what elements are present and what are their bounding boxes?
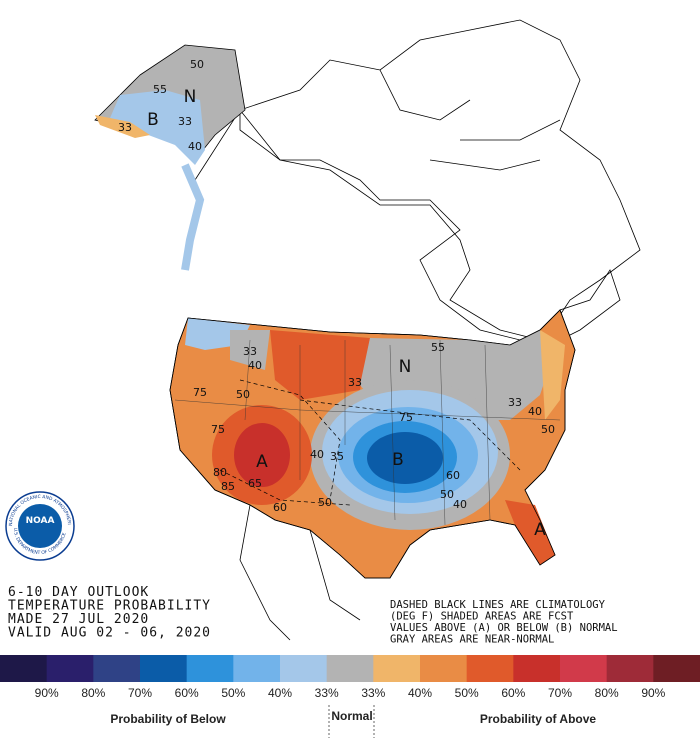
legend-label: 60% [175, 686, 199, 700]
contour-label: 55 [431, 341, 445, 354]
alaska-blue [110, 90, 205, 165]
legend-swatch [280, 655, 328, 682]
legend-label: 50% [221, 686, 245, 700]
legend-swatch [186, 655, 234, 682]
legend-normal-title: Normal [331, 709, 372, 723]
legend-swatch [653, 655, 700, 682]
legend-swatch [560, 655, 608, 682]
map [94, 19, 641, 641]
coast-blue [181, 163, 205, 271]
legend-swatch [420, 655, 468, 682]
legend-label: 90% [35, 686, 59, 700]
legend-swatch [513, 655, 561, 682]
legend-above-title: Probability of Above [480, 712, 597, 726]
legend-label: 50% [455, 686, 479, 700]
contour-label: 40 [248, 359, 262, 372]
legend-swatch [46, 655, 94, 682]
contour-label: 75 [193, 386, 207, 399]
contour-label: 40 [528, 405, 542, 418]
north-coast [239, 19, 641, 341]
legend-swatch [606, 655, 654, 682]
legend-swatch [93, 655, 141, 682]
state-lines [174, 339, 561, 526]
note-line: DASHED BLACK LINES ARE CLIMATOLOGY [390, 599, 606, 611]
contour-label: 40 [188, 140, 202, 153]
logo-name: NOAA [26, 516, 55, 526]
contour-label: 40 [453, 498, 467, 511]
legend-label: 70% [548, 686, 572, 700]
outlook-line: VALID AUG 02 - 06, 2020 [8, 626, 211, 641]
legend-label: 80% [595, 686, 619, 700]
contour-label: 33 [348, 376, 362, 389]
outlook-line: MADE 27 JUL 2020 [8, 612, 149, 627]
legend-swatch [140, 655, 188, 682]
contour-label: 60 [273, 501, 287, 514]
legend-swatch [233, 655, 281, 682]
contour-label: 35 [330, 450, 344, 463]
legend-swatch [0, 655, 48, 682]
contour-label: 50 [190, 58, 204, 71]
contour-label: 50 [236, 388, 250, 401]
note-line: VALUES ABOVE (A) OR BELOW (B) NORMAL [390, 622, 618, 634]
contour-label: 33 [508, 396, 522, 409]
contour-label: 50 [440, 488, 454, 501]
legend-label: 90% [641, 686, 665, 700]
note-line: GRAY AREAS ARE NEAR-NORMAL [390, 634, 554, 646]
red-70 [234, 423, 290, 487]
outlook-line: 6-10 DAY OUTLOOK [8, 585, 149, 600]
legend-label: 60% [501, 686, 525, 700]
region-letter: N [399, 357, 412, 377]
legend-swatch [466, 655, 514, 682]
contour-label: 75 [211, 423, 225, 436]
contour-label: 75 [399, 411, 413, 424]
east-orange [540, 330, 565, 420]
legend-label: 40% [408, 686, 432, 700]
contour-label: 33 [178, 115, 192, 128]
legend-label: 33% [315, 686, 339, 700]
florida-red [505, 500, 555, 565]
contour-label: 50 [541, 423, 555, 436]
legend-below-title: Probability of Below [110, 712, 226, 726]
outlook-line: TEMPERATURE PROBABILITY [8, 599, 211, 614]
legend: Probability of Below Normal Probability … [0, 655, 700, 738]
climatology-lines [219, 379, 521, 506]
contour-label: 85 [221, 480, 235, 493]
legend-swatch [373, 655, 421, 682]
note-line: (DEG F) SHADED AREAS ARE FCST [390, 611, 574, 623]
blue-60 [367, 432, 443, 484]
contour-label: 65 [248, 477, 262, 490]
region-letter: B [147, 110, 159, 130]
alaska-orange [95, 115, 150, 138]
contour-label: 80 [213, 466, 227, 479]
legend-label: 70% [128, 686, 152, 700]
canada-outline [194, 109, 621, 341]
contour-label: 55 [153, 83, 167, 96]
arctic-islands [379, 69, 561, 171]
contour-label: 40 [310, 448, 324, 461]
contour-label: 33 [118, 121, 132, 134]
legend-label: 40% [268, 686, 292, 700]
legend-label: 80% [81, 686, 105, 700]
contour-label: 60 [446, 469, 460, 482]
region-letter: A [256, 452, 268, 472]
region-letter: B [392, 450, 404, 470]
legend-swatch [326, 655, 374, 682]
mexico-outline [239, 504, 361, 641]
logo-disc [18, 504, 62, 548]
northwest-gray [230, 330, 270, 370]
contour-label: 50 [318, 496, 332, 509]
legend-label: 33% [361, 686, 385, 700]
region-letter: A [534, 520, 546, 540]
contour-label: 33 [243, 345, 257, 358]
region-letter: N [184, 87, 197, 107]
